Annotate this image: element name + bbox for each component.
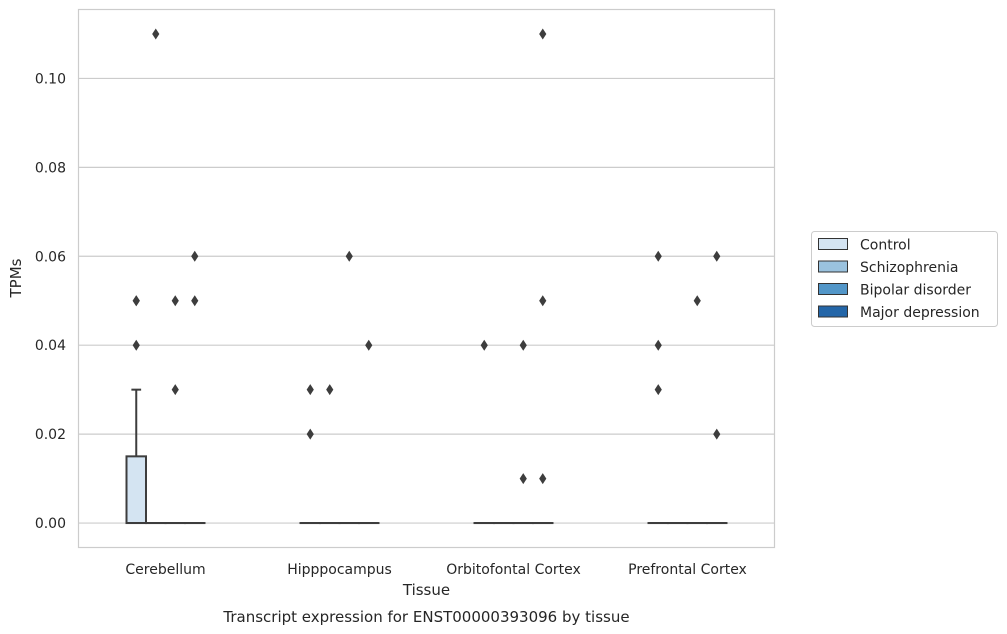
outlier-point	[519, 339, 527, 351]
outlier-point	[539, 28, 547, 40]
outlier-point	[654, 339, 662, 351]
outlier-point	[191, 295, 199, 307]
y-tick-labels: 0.00 0.02 0.04 0.06 0.08 0.10	[35, 71, 66, 532]
y-tick-label: 0.04	[35, 338, 66, 354]
y-gridlines	[78, 77, 775, 524]
legend-item: Control	[818, 238, 911, 254]
y-tick-label: 0.08	[35, 160, 66, 176]
outlier-point	[306, 384, 314, 396]
plot-area-frame	[77, 8, 776, 549]
legend-swatch	[818, 305, 848, 318]
y-tick-label: 0.02	[35, 427, 66, 443]
box-group	[164, 295, 186, 525]
box-group	[299, 384, 321, 525]
box-group	[338, 250, 360, 525]
outlier-point	[171, 384, 179, 396]
outlier-point	[171, 295, 179, 307]
outlier-point	[345, 250, 353, 262]
outlier-point	[365, 339, 373, 351]
box-group	[145, 28, 167, 525]
outlier-point	[713, 428, 721, 440]
outlier-point	[152, 28, 160, 40]
legend-swatch	[818, 238, 848, 250]
y-tick-label: 0.06	[35, 249, 66, 265]
chart-caption: Transcript expression for ENST0000039309…	[222, 608, 629, 626]
box-group	[358, 339, 380, 525]
outlier-point	[654, 384, 662, 396]
outlier-point	[713, 250, 721, 262]
outlier-point	[326, 384, 334, 396]
legend-swatch	[818, 283, 848, 295]
outlier-point	[191, 250, 199, 262]
legend-label: Major depression	[860, 305, 980, 321]
box-group	[532, 28, 554, 525]
box-group	[184, 250, 206, 525]
legend-label: Control	[860, 238, 911, 254]
box-plot-marks	[125, 28, 728, 525]
outlier-point	[539, 473, 547, 485]
x-tick-label: Prefrontal Cortex	[628, 562, 747, 578]
outlier-point	[654, 250, 662, 262]
legend-label: Schizophrenia	[860, 260, 958, 276]
legend-item: Major depression	[818, 305, 980, 321]
box	[125, 455, 147, 525]
outlier-point	[693, 295, 701, 307]
outlier-point	[132, 339, 140, 351]
outlier-point	[306, 428, 314, 440]
x-axis-title: Tissue	[402, 581, 450, 599]
legend-frame	[811, 231, 998, 327]
outlier-point	[132, 295, 140, 307]
legend-item: Schizophrenia	[818, 260, 958, 276]
legend-label: Bipolar disorder	[860, 283, 971, 299]
y-axis-title: TPMs	[7, 258, 25, 298]
box-group	[686, 295, 708, 525]
box-group	[319, 384, 341, 525]
box-group	[706, 250, 728, 525]
y-tick-label: 0.10	[35, 71, 66, 87]
x-tick-label: Orbitofontal Cortex	[446, 562, 581, 578]
box-group	[512, 339, 534, 525]
y-tick-label: 0.00	[35, 516, 66, 532]
outlier-point	[539, 295, 547, 307]
outlier-point	[519, 473, 527, 485]
legend: Control Schizophrenia Bipolar disorder Majo…	[811, 231, 998, 327]
outlier-point	[480, 339, 488, 351]
box-group	[647, 250, 669, 525]
x-tick-label: Cerebellum	[125, 562, 205, 578]
box-group	[473, 339, 495, 525]
x-tick-label: Hipppocampus	[287, 562, 392, 578]
legend-item: Bipolar disorder	[818, 283, 971, 299]
x-tick-labels: Cerebellum Hipppocampus Orbitofontal Corte…	[125, 562, 746, 578]
box-group	[125, 295, 147, 525]
legend-swatch	[818, 260, 848, 273]
